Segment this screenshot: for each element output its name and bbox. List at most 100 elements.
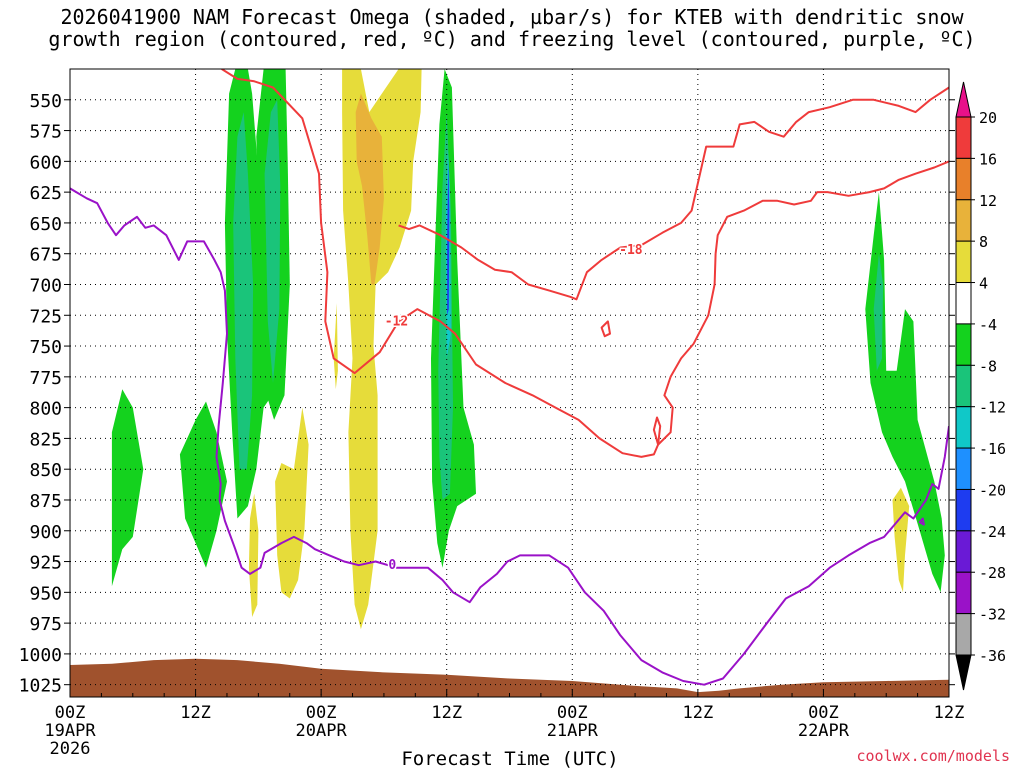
contour-label-dgz-upper: -18 (619, 243, 643, 258)
grid-layer (70, 69, 949, 697)
x-tick-label: 2026 (50, 739, 91, 759)
omega-region-11 (873, 253, 884, 371)
omega-region-14 (355, 93, 384, 285)
colorbar-label: -24 (979, 523, 1006, 541)
x-tick-label: 00Z (557, 703, 588, 723)
colorbar-label: -4 (979, 316, 997, 334)
colorbar-label: -8 (979, 357, 997, 375)
plot-frame (69, 68, 950, 698)
omega-region-3 (233, 112, 254, 470)
omega-region-5 (264, 99, 281, 384)
omega-region-6 (431, 69, 476, 568)
colorbar-bin (955, 116, 972, 159)
colorbar-label: 20 (979, 109, 997, 127)
colorbar-label: -12 (979, 399, 1006, 417)
y-tick-label: 725 (29, 306, 62, 327)
colorbar-bin (955, 282, 972, 325)
colorbar-label: 16 (979, 150, 997, 168)
contour-label-layer: -12 -18 0 (383, 242, 644, 575)
terrain-fill (70, 658, 949, 697)
y-tick-label: 600 (29, 152, 62, 173)
colorbar-label: -36 (979, 647, 1006, 665)
y-tick-label: 650 (29, 214, 62, 235)
x-tick-label: 12Z (180, 703, 211, 723)
x-tick-label: 12Z (934, 703, 965, 723)
colorbar-label: -32 (979, 606, 1006, 624)
x-tick-label: 00Z (306, 703, 337, 723)
contour-layer (70, 69, 949, 686)
colorbar-bin (955, 157, 972, 201)
y-tick-label: 800 (29, 399, 62, 420)
omega-shading-layer (111, 69, 945, 630)
y-tick-label: 875 (29, 491, 62, 512)
omega-region-16 (275, 407, 309, 599)
y-tick-label: 950 (29, 583, 62, 604)
colorbar-label: 12 (979, 192, 997, 210)
omega-region-15 (248, 493, 259, 617)
y-tick-label: 550 (29, 91, 62, 112)
colorbar-bin (955, 364, 972, 408)
colorbar-bin (955, 488, 972, 532)
chart-title-line2: growth region (contoured, red, ºC) and f… (48, 27, 976, 51)
x-tick-label: 00Z (808, 703, 839, 723)
x-tick-label: 20APR (296, 721, 348, 741)
x-tick-label: 22APR (798, 721, 850, 741)
y-tick-label: 1000 (19, 645, 62, 666)
y-tick-label: 900 (29, 522, 62, 543)
y-tick-label: 700 (29, 275, 62, 296)
omega-region-0 (111, 389, 144, 587)
omega-region-9 (447, 161, 450, 316)
omega-region-10 (865, 192, 945, 593)
chart-title-line1: 2026041900 NAM Forecast Omega (shaded, µ… (60, 5, 964, 29)
x-tick-label: 00Z (55, 703, 86, 723)
y-tick-label: 675 (29, 245, 62, 266)
contour-dgz-lower-inner-2 (652, 416, 662, 446)
y-axis: 550 575 600 625 650 675 700 725 750 775 800 825 850 8… (19, 91, 955, 697)
colorbar-bin (955, 199, 972, 242)
y-tick-label: 825 (29, 429, 62, 450)
colorbar-top-arrow (955, 81, 972, 118)
contour-label-dgz-lower: -12 (385, 314, 408, 329)
x-tick-label: 12Z (682, 703, 713, 723)
colorbar-label: -20 (979, 481, 1006, 499)
colorbar-bin (955, 406, 972, 449)
contour-freezing-level-inner (918, 517, 925, 526)
colorbar-bin (955, 530, 972, 573)
omega-region-17 (892, 487, 910, 593)
colorbar-bin (955, 447, 972, 490)
colorbar-label: -28 (979, 564, 1006, 582)
y-tick-label: 850 (29, 460, 62, 481)
colorbar-bottom-arrow (955, 654, 972, 691)
contour-dgz-upper (398, 86, 949, 301)
y-tick-label: 750 (29, 337, 62, 358)
contour-label-freezing-level: 0 (388, 558, 396, 573)
colorbar-label: 4 (979, 275, 988, 293)
x-axis-label: Forecast Time (UTC) (401, 748, 618, 768)
colorbar-bin (955, 571, 972, 615)
x-tick-label: 21APR (547, 721, 599, 741)
contour-freezing-level (70, 187, 949, 686)
contour-dgz-lower-inner-1 (600, 320, 611, 338)
y-tick-label: 1025 (19, 676, 62, 697)
colorbar: 20 16 12 8 4 -4 -8 -12 -16 -20 -24 -28 -32 -36 (955, 81, 1006, 691)
y-tick-label: 575 (29, 122, 62, 143)
contour-dgz-lower (221, 69, 949, 458)
omega-region-13 (342, 69, 422, 630)
x-tick-label: 19APR (44, 721, 96, 741)
colorbar-label: 8 (979, 233, 988, 251)
terrain-layer (70, 658, 949, 697)
y-tick-label: 625 (29, 183, 62, 204)
y-tick-label: 975 (29, 614, 62, 635)
omega-region-1 (179, 401, 227, 568)
y-tick-label: 925 (29, 553, 62, 574)
footer-url: coolwx.com/models (856, 747, 1010, 765)
colorbar-bin (955, 613, 972, 656)
x-tick-label: 12Z (431, 703, 462, 723)
y-tick-label: 775 (29, 368, 62, 389)
chart-title: 2026041900 NAM Forecast Omega (shaded, µ… (0, 6, 1024, 50)
colorbar-bin (955, 240, 972, 284)
colorbar-label: -16 (979, 440, 1006, 458)
colorbar-bin (955, 323, 972, 366)
